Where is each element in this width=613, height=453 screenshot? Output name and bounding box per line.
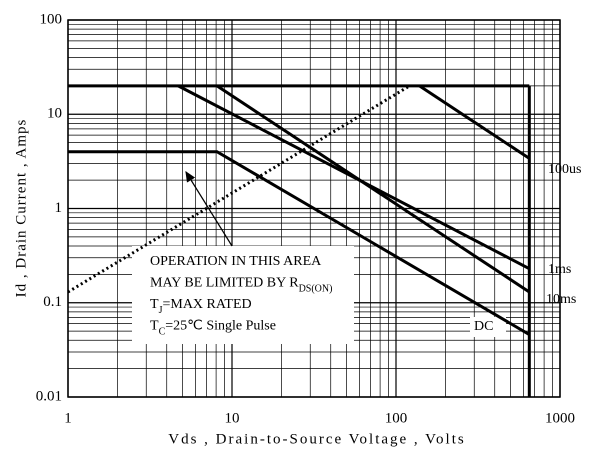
note-line: TC=25℃ Single Pulse <box>150 319 276 338</box>
x-tick-label: 100 <box>385 410 408 426</box>
dc-label-box <box>470 317 506 337</box>
y-tick-label: 0.01 <box>36 388 62 404</box>
soa-line <box>67 84 411 294</box>
note-line: MAY BE LIMITED BY RDS(ON) <box>150 276 332 295</box>
y-tick-label: 1 <box>55 200 63 216</box>
note-text: OPERATION IN THIS AREA <box>150 254 322 269</box>
series-label: 100us <box>548 162 581 177</box>
series-label: 10ms <box>546 292 576 307</box>
soa-line <box>68 150 531 336</box>
x-axis-title: Vds , Drain-to-Source Voltage , Volts <box>168 431 465 447</box>
note-line: TJ=MAX RATED <box>150 297 252 316</box>
x-tick-label: 1000 <box>545 410 575 426</box>
note-after: =25℃ Single Pulse <box>165 319 276 334</box>
y-axis-title: Id , Drain Current , Amps <box>13 119 29 298</box>
note-text: T <box>150 319 159 334</box>
note-text: T <box>150 297 159 312</box>
note-box <box>132 246 354 344</box>
soa-line <box>418 84 531 160</box>
plot-frame <box>67 19 561 398</box>
series-label: 1ms <box>548 262 571 277</box>
note-after: =MAX RATED <box>162 297 251 312</box>
soa-line <box>177 84 531 270</box>
note-sub: J <box>159 305 163 316</box>
note-arrow <box>185 170 233 247</box>
note-sub: DS(ON) <box>299 283 333 294</box>
note-text: MAY BE LIMITED BY R <box>150 276 299 291</box>
x-tick-label: 1 <box>64 410 72 426</box>
note-line: OPERATION IN THIS AREA <box>150 254 322 269</box>
note-sub: C <box>159 326 166 337</box>
series-label: DC <box>474 319 493 334</box>
y-tick-label: 0.1 <box>43 294 62 310</box>
y-tick-label: 10 <box>47 106 62 122</box>
x-tick-label: 10 <box>225 410 240 426</box>
y-tick-label: 100 <box>40 11 63 27</box>
